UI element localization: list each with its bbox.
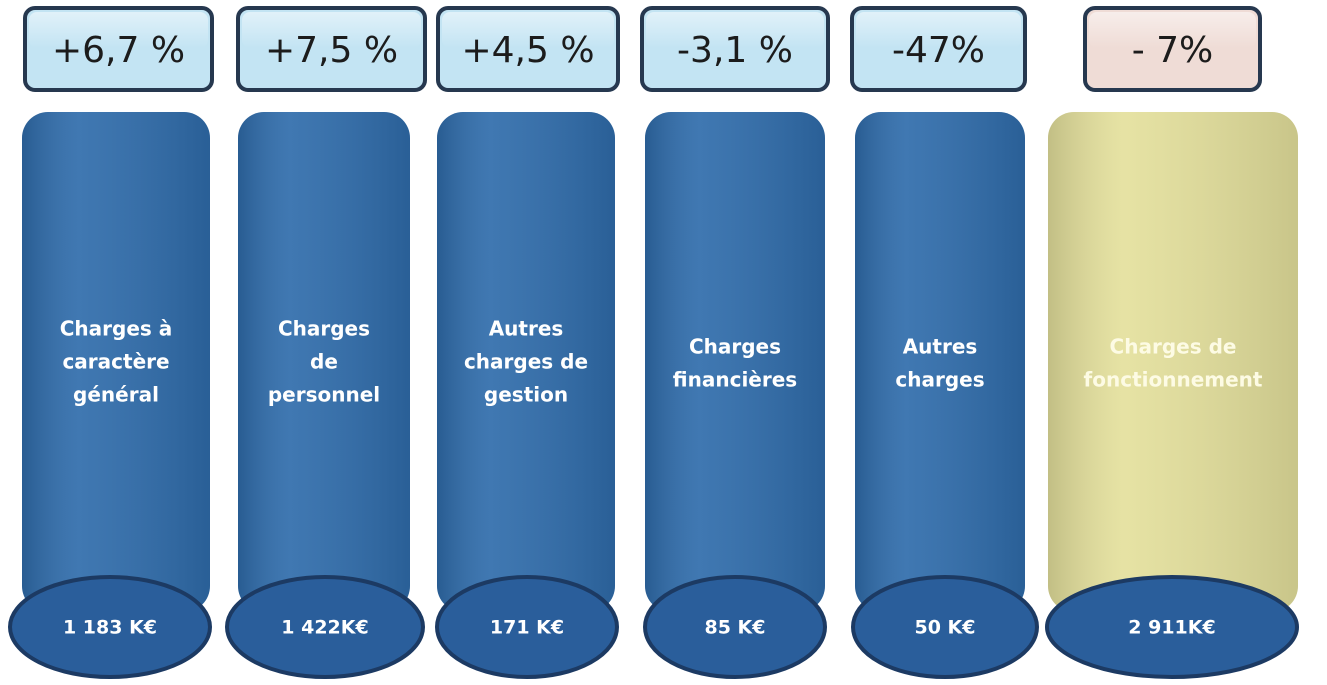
change-text: +6,7 % [52,30,185,71]
pillar-shade [645,112,825,612]
pillar-label: fonctionnement [1084,368,1263,392]
change-box-shine [29,12,208,48]
change-box-shine [442,12,614,48]
change-box-shine [856,12,1021,48]
pillar-label: Charges [278,317,370,341]
change-text: - 7% [1132,30,1214,71]
pillar-label: Charges [689,335,781,359]
amount-text: 1 183 K€ [63,617,157,639]
amount-text: 171 K€ [490,617,564,639]
pillar-label: Charges de [1110,335,1237,359]
pillar-label: financières [673,368,797,392]
change-box-shine [242,12,421,48]
pillar-label: gestion [484,383,568,407]
pillar-label: personnel [268,383,380,407]
pillar-shade [855,112,1025,612]
amount-ellipse [225,575,425,679]
pillar-label: Charges à [60,317,173,341]
change-box-shine [646,12,824,48]
amount-ellipse [851,575,1039,679]
change-text: -47% [892,30,985,71]
pillar-label: charges [895,368,984,392]
amount-text: 85 K€ [705,617,766,639]
change-text: +4,5 % [461,30,594,71]
pillar-label: de [310,350,338,374]
pillar-label: caractère [62,350,169,374]
pillar-shade [22,112,210,612]
amount-ellipse [1045,575,1299,679]
pillar-shade [1048,112,1298,612]
change-text: -3,1 % [677,30,793,71]
pillar-shade [238,112,410,612]
pillar-label: charges de [464,350,588,374]
change-box-shine [1089,12,1256,48]
amount-ellipse [8,575,212,679]
pillar-label: général [73,383,159,407]
pillar-shade [437,112,615,612]
amount-text: 50 K€ [915,617,976,639]
pillar-label: Autres [903,335,978,359]
pillar-label: Autres [489,317,564,341]
amount-text: 1 422K€ [281,617,368,639]
change-text: +7,5 % [265,30,398,71]
amount-ellipse [435,575,619,679]
amount-ellipse [643,575,827,679]
amount-text: 2 911K€ [1128,617,1215,639]
